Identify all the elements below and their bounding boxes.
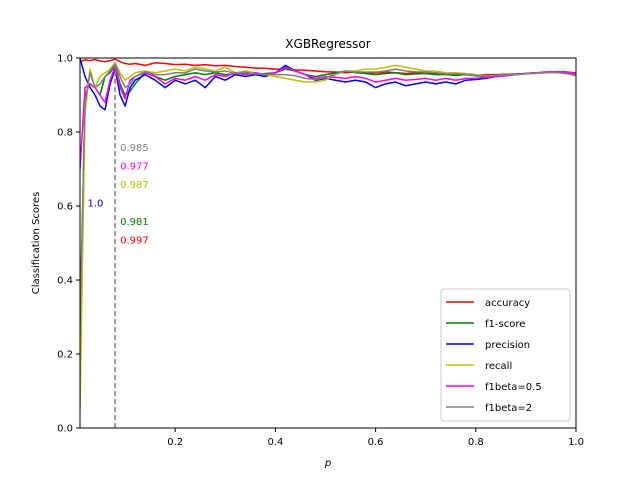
- plot-frame: [79, 57, 577, 429]
- x-axis-title: p: [324, 458, 331, 469]
- annotation-label: 0.997: [120, 235, 149, 246]
- y-tick-label: 0.4: [57, 276, 73, 287]
- x-tick-label: 1.0: [568, 437, 584, 448]
- y-axis-title: Classification Scores: [31, 192, 42, 295]
- legend-label: recall: [485, 361, 512, 372]
- series-line-accuracy: [80, 58, 576, 77]
- x-tick-label: 0.8: [468, 437, 484, 448]
- annotation-label: 0.987: [120, 180, 149, 191]
- plot-area: 1.0 0.985 0.977 0.987 0.981 0.997: [79, 57, 577, 429]
- y-tick-label: 0.2: [57, 350, 73, 361]
- x-tick-label: 0.6: [368, 437, 384, 448]
- chart-title: XGBRegressor: [285, 37, 370, 51]
- legend: accuracy f1-score precision recall f1beta=0.…: [440, 288, 571, 422]
- annotation-label: 0.985: [120, 143, 149, 154]
- legend-label: f1beta=0.5: [485, 382, 542, 393]
- series-line-f1beta-2: [80, 62, 576, 318]
- legend-label: precision: [485, 340, 530, 351]
- y-tick-label: 0.6: [57, 202, 73, 213]
- legend-frame: [440, 288, 571, 422]
- y-tick-label: 0.8: [57, 128, 73, 139]
- y-tick-label: 1.0: [57, 54, 73, 65]
- legend-label: accuracy: [485, 298, 530, 309]
- annotation-label: 0.977: [120, 161, 149, 172]
- annotation-group: 1.0 0.985 0.977 0.987 0.981 0.997: [88, 143, 149, 247]
- series-group: [80, 58, 576, 410]
- y-axis: 0.0 0.2 0.4 0.6 0.8 1.0: [57, 54, 80, 435]
- y-tick-label: 0.0: [57, 424, 73, 435]
- annotation-label: 0.981: [120, 217, 149, 228]
- legend-label: f1-score: [485, 319, 525, 330]
- x-tick-label: 0.2: [167, 437, 183, 448]
- series-line-f1beta-0-5: [80, 65, 576, 170]
- annotation-label: 1.0: [88, 198, 104, 209]
- legend-label: f1beta=2: [485, 403, 532, 414]
- x-axis: 0.2 0.4 0.6 0.8 1.0: [167, 428, 584, 448]
- x-tick-label: 0.4: [267, 437, 283, 448]
